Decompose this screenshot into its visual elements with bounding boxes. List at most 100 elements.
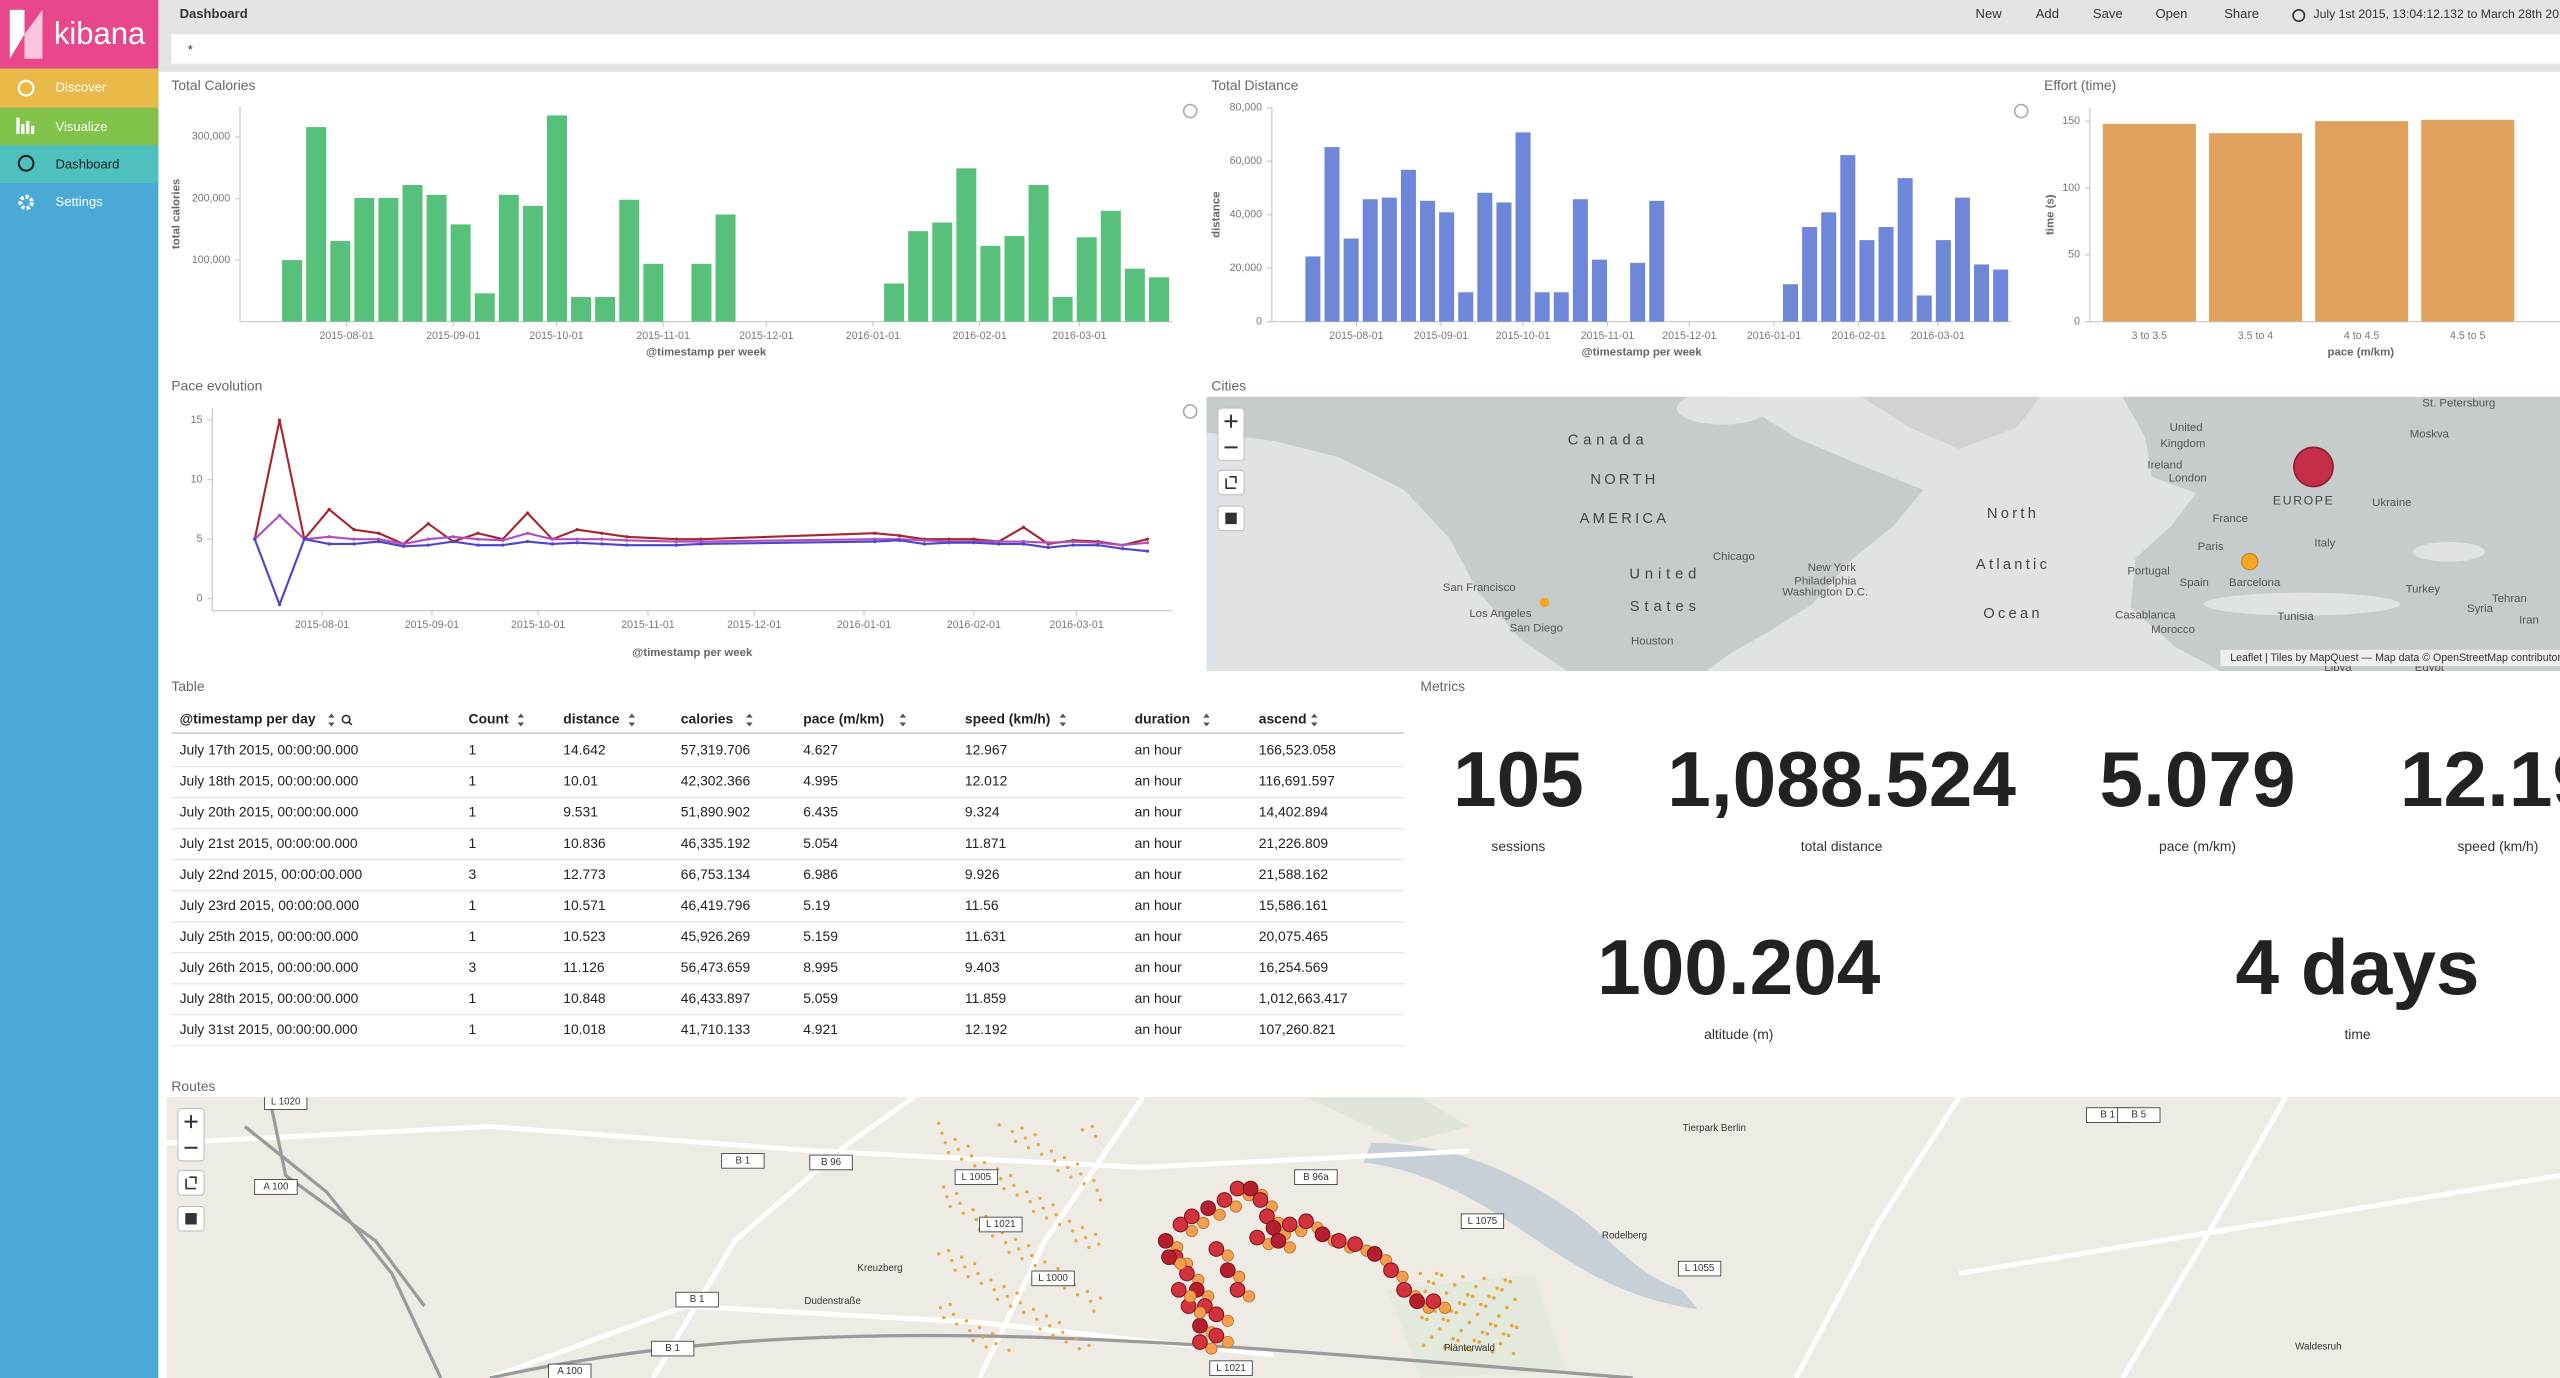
bar [378, 197, 399, 322]
search-input[interactable] [171, 34, 2560, 64]
road-shield [254, 1179, 298, 1195]
map-button[interactable] [177, 1170, 205, 1196]
bar [1840, 155, 1856, 322]
route-trace [1485, 1332, 1490, 1336]
bar [1458, 292, 1474, 322]
route-trace [1044, 1216, 1049, 1220]
point [401, 544, 406, 548]
sort-icon[interactable] [328, 713, 335, 727]
collapse-icon[interactable] [1182, 103, 1198, 119]
map-label: Philadelphia [1794, 575, 1857, 587]
table-cell: 11.859 [965, 990, 1007, 1006]
sort-icon[interactable] [628, 713, 636, 727]
table-cell: an hour [1135, 897, 1182, 913]
nav-label[interactable]: Visualize [56, 119, 108, 134]
sort-icon[interactable] [746, 713, 753, 727]
point [451, 535, 455, 539]
bar [426, 194, 447, 322]
nav-label[interactable]: Discover [56, 80, 107, 95]
sort-icon[interactable] [517, 713, 525, 727]
route-trace [1038, 1327, 1042, 1331]
route-trace [1093, 1232, 1098, 1236]
point [972, 541, 976, 545]
route-point [1161, 1249, 1177, 1265]
x-tick-label: 2016-02-01 [947, 619, 1001, 631]
nav-label[interactable]: Settings [56, 194, 104, 209]
point [476, 543, 480, 547]
marker[interactable] [2241, 553, 2259, 571]
nav-label[interactable]: Dashboard [56, 156, 120, 171]
route-trace [958, 1201, 962, 1205]
nav-item[interactable] [0, 68, 159, 108]
route-trace [1439, 1273, 1444, 1277]
x-tick-label: 2015-10-01 [529, 330, 583, 342]
point [401, 542, 406, 546]
land [1206, 396, 1924, 672]
table-cell: 9.324 [965, 804, 1000, 820]
sort-icon[interactable] [1311, 713, 1318, 727]
sort-icon[interactable] [1203, 713, 1210, 727]
column-header: distance [563, 711, 620, 727]
route-trace [1031, 1209, 1036, 1214]
route-trace [1062, 1155, 1067, 1160]
route-trace [1033, 1133, 1037, 1137]
route-point [1221, 1314, 1234, 1327]
route-trace [1474, 1284, 1478, 1289]
map-button[interactable] [1217, 469, 1245, 496]
sort-icon[interactable] [899, 713, 907, 727]
table-cell: 6.435 [803, 804, 838, 820]
bar [1515, 132, 1531, 322]
bar [474, 293, 495, 322]
route-trace [1062, 1286, 1067, 1290]
nav-item[interactable] [0, 145, 159, 183]
route-trace [1482, 1276, 1486, 1281]
point [600, 542, 604, 546]
query[interactable]: * [188, 42, 193, 57]
collapse-icon[interactable] [2013, 103, 2029, 119]
sort-icon[interactable] [1059, 713, 1067, 727]
map-label: NORTH [1590, 472, 1658, 488]
route-trace [1002, 1186, 1006, 1191]
route-trace [955, 1322, 959, 1326]
action[interactable]: Share [2224, 6, 2259, 21]
action[interactable]: New [1976, 6, 2003, 21]
route-point [1184, 1208, 1200, 1225]
y-tick-label: 0 [1256, 315, 1262, 327]
x-tick-label: 2015-12-01 [727, 619, 781, 631]
collapse-icons [1182, 103, 2029, 419]
route-trace [971, 1338, 975, 1343]
action[interactable]: Open [2155, 6, 2187, 21]
x-tick-label: 2015-08-01 [295, 619, 349, 631]
metric-value: 4 days [2236, 923, 2480, 1011]
collapse-icon[interactable] [1182, 404, 1198, 419]
route-trace [948, 1204, 952, 1209]
point [699, 542, 703, 546]
point [327, 542, 331, 546]
logo-mark [9, 9, 25, 59]
bar [2315, 121, 2409, 322]
route-trace [956, 1147, 960, 1152]
route-trace [1496, 1314, 1501, 1318]
route-trace [1472, 1338, 1477, 1343]
chart-title: Total Distance [1211, 77, 1298, 93]
point [600, 537, 604, 541]
route-trace [971, 1208, 975, 1212]
map-label: Morocco [2151, 624, 2195, 636]
marker[interactable] [1539, 597, 1550, 608]
cities-map[interactable]: Canada NORTH AMERICA United States Chicago New… [1206, 392, 2560, 674]
bar [1124, 268, 1145, 322]
route-trace [1495, 1286, 1499, 1290]
route-trace [1017, 1247, 1021, 1251]
time-range[interactable]: July 1st 2015, 13:04:12.132 to March 28t… [2313, 7, 2559, 21]
route-trace [1434, 1271, 1439, 1276]
route-point [1185, 1224, 1198, 1238]
route-point [1216, 1192, 1233, 1208]
marker[interactable] [2293, 446, 2334, 488]
routes-map[interactable]: L 1020 A 100 B 1 B 96 L 1005 L 1021 L 1000 B 96… [166, 1095, 2560, 1378]
column-header: speed (km/h) [965, 711, 1050, 727]
table-cell: 166,523.058 [1259, 742, 1336, 758]
route-point [1219, 1262, 1236, 1279]
action[interactable]: Save [2093, 6, 2123, 21]
action[interactable]: Add [2036, 6, 2059, 21]
